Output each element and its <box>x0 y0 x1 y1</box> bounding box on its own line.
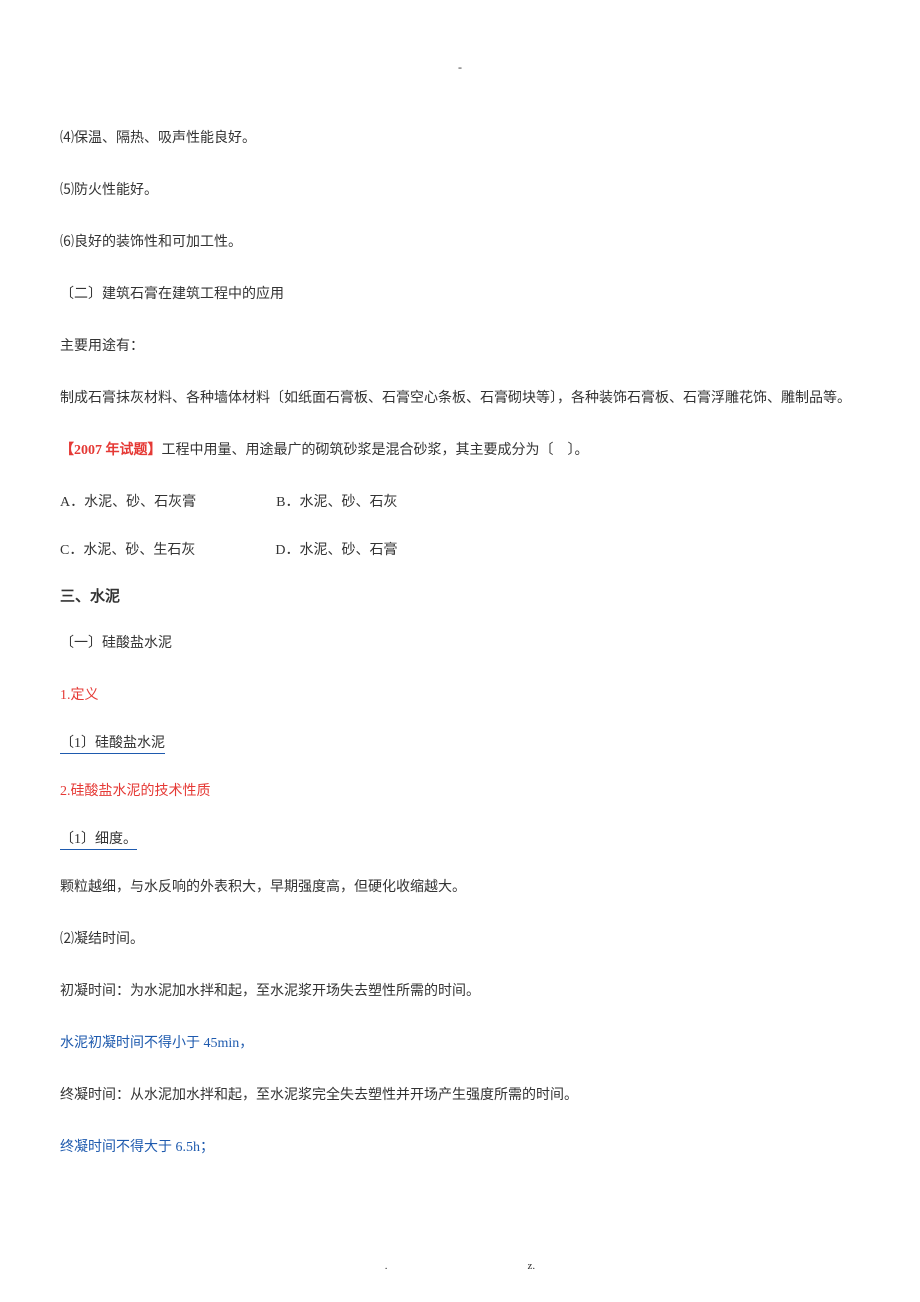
cement-setting-label: ⑵凝结时间。 <box>60 926 860 954</box>
option-d: D．水泥、砂、石膏 <box>275 543 397 558</box>
top-dash: - <box>60 60 860 75</box>
options-row-1: A．水泥、砂、石灰膏 B．水泥、砂、石灰 <box>60 489 860 517</box>
gypsum-section-2-title: 〔二〕建筑石膏在建筑工程中的应用 <box>60 281 860 309</box>
cement-tech-item1: 〔1〕细度。 <box>60 826 860 854</box>
gypsum-prop-5: ⑸防火性能好。 <box>60 177 860 205</box>
cement-tech-label: 2.硅酸盐水泥的技术性质 <box>60 778 860 806</box>
footer-left: . <box>385 1260 388 1272</box>
cement-def-label: 1.定义 <box>60 682 860 710</box>
exam-question: 【2007 年试题】工程中用量、用途最广的砌筑砂浆是混合砂浆，其主要成分为〔 〕… <box>60 437 860 465</box>
option-c: C．水泥、砂、生石灰 <box>60 543 195 558</box>
footer-right: z. <box>528 1260 536 1272</box>
cement-sec1-title: 〔一〕硅酸盐水泥 <box>60 630 860 658</box>
cement-final-desc: 终凝时间：从水泥加水拌和起，至水泥浆完全失去塑性并开场产生强度所需的时间。 <box>60 1082 860 1110</box>
gypsum-prop-4: ⑷保温、隔热、吸声性能良好。 <box>60 125 860 153</box>
page-footer: . z. <box>0 1260 920 1272</box>
cement-fineness-desc: 颗粒越细，与水反响的外表积大，早期强度高，但硬化收缩越大。 <box>60 874 860 902</box>
gypsum-prop-6: ⑹良好的装饰性和可加工性。 <box>60 229 860 257</box>
exam-tag: 【2007 年试题】 <box>60 443 162 458</box>
gypsum-uses-text: 制成石膏抹灰材料、各种墙体材料〔如纸面石膏板、石膏空心条板、石膏砌块等〕，各种装… <box>60 385 860 413</box>
cement-heading: 三、水泥 <box>60 585 860 606</box>
option-b: B．水泥、砂、石灰 <box>276 495 397 510</box>
options-row-2: C．水泥、砂、生石灰 D．水泥、砂、石膏 <box>60 537 860 565</box>
cement-initial-desc: 初凝时间：为水泥加水拌和起，至水泥浆开场失去塑性所需的时间。 <box>60 978 860 1006</box>
gypsum-uses-label: 主要用途有： <box>60 333 860 361</box>
cement-final-req: 终凝时间不得大于 6.5h； <box>60 1134 860 1162</box>
cement-initial-req: 水泥初凝时间不得小于 45min， <box>60 1030 860 1058</box>
exam-stem: 工程中用量、用途最广的砌筑砂浆是混合砂浆，其主要成分为〔 〕。 <box>162 443 589 458</box>
cement-def-item1: 〔1〕硅酸盐水泥 <box>60 730 860 758</box>
option-a: A．水泥、砂、石灰膏 <box>60 495 196 510</box>
